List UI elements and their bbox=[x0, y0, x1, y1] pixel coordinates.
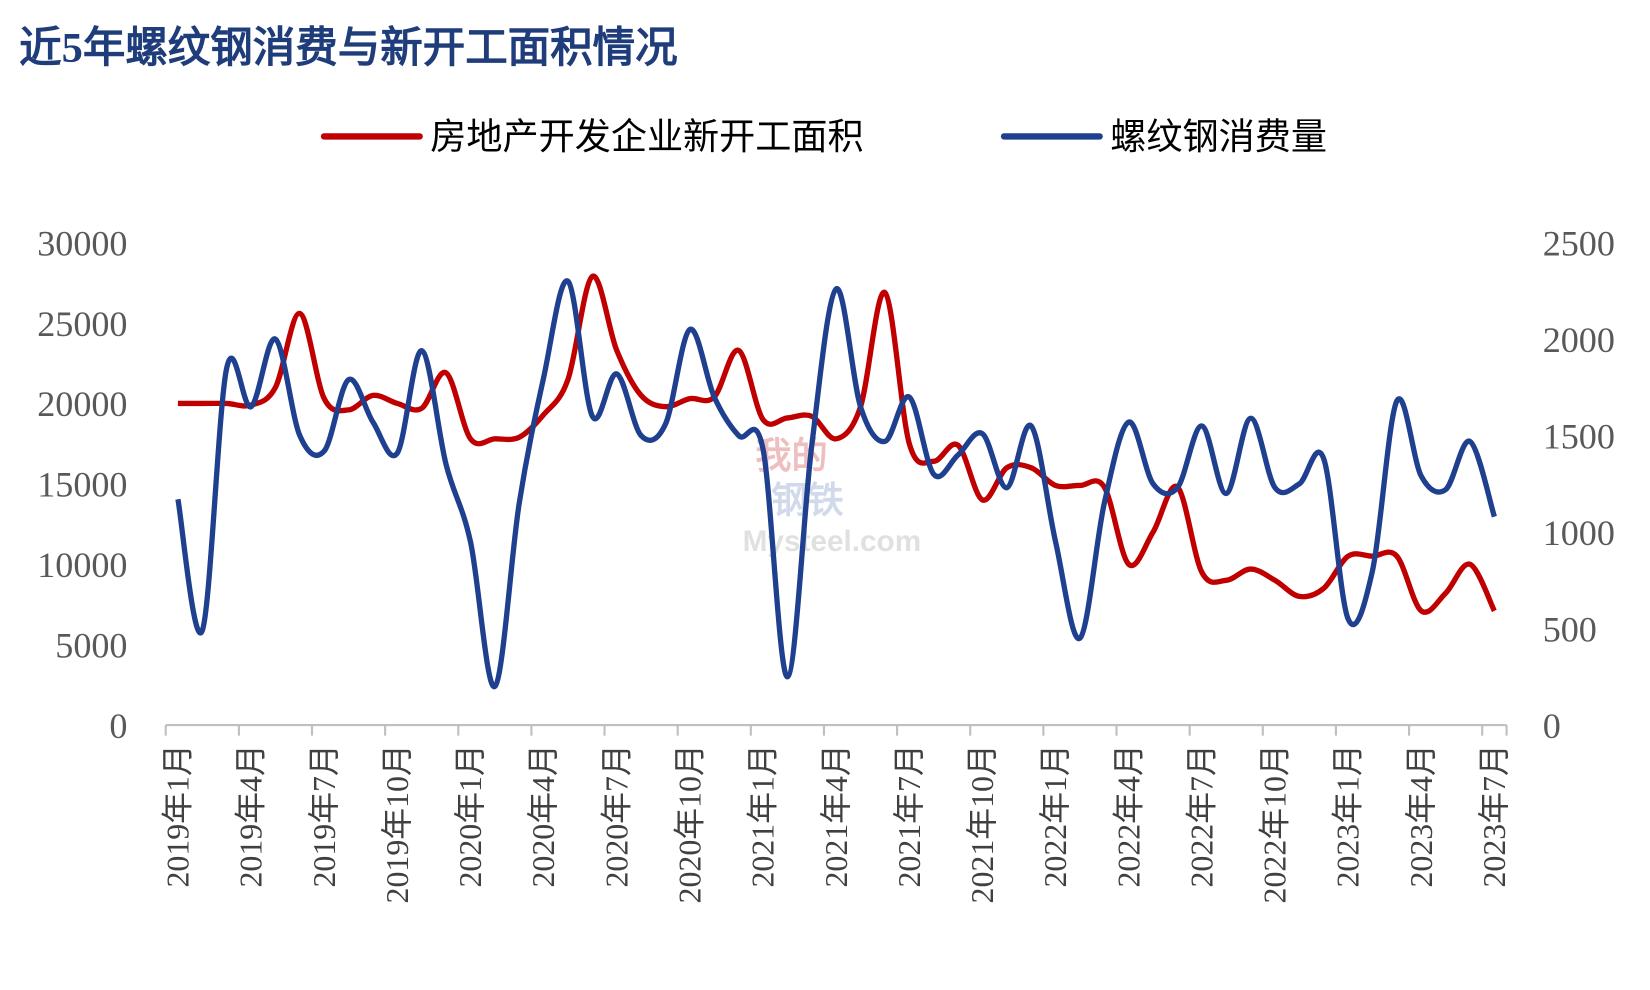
x-tick-label: 2023年4月 bbox=[1404, 744, 1439, 887]
x-tick-label: 2021年1月 bbox=[746, 744, 781, 887]
x-tick-label: 2021年4月 bbox=[819, 744, 854, 887]
series-line bbox=[177, 273, 1497, 615]
y2-tick-label: 1000 bbox=[1543, 513, 1615, 553]
x-tick-label: 2023年7月 bbox=[1477, 744, 1512, 887]
x-tick-label: 2022年4月 bbox=[1111, 744, 1146, 887]
x-tick-label: 2020年1月 bbox=[453, 744, 488, 887]
x-tick-label: 2020年7月 bbox=[599, 744, 634, 887]
x-tick-label: 2021年10月 bbox=[965, 744, 1000, 903]
x-tick-label: 2020年10月 bbox=[673, 744, 708, 903]
legend-label: 房地产开发企业新开工面积 bbox=[430, 117, 863, 157]
y2-tick-label: 1500 bbox=[1543, 416, 1615, 456]
x-tick-label: 2019年7月 bbox=[307, 744, 342, 887]
y2-tick-label: 2500 bbox=[1543, 223, 1615, 263]
series-line bbox=[175, 278, 1497, 690]
y-tick-label: 5000 bbox=[55, 625, 127, 665]
x-tick-label: 2023年1月 bbox=[1331, 744, 1366, 887]
x-tick-label: 2022年7月 bbox=[1184, 744, 1219, 887]
y2-tick-label: 2000 bbox=[1543, 320, 1615, 360]
y-tick-label: 25000 bbox=[37, 304, 127, 344]
y-tick-label: 15000 bbox=[37, 465, 127, 505]
x-tick-label: 2022年10月 bbox=[1258, 744, 1293, 903]
x-tick-label: 2021年7月 bbox=[892, 744, 927, 887]
x-tick-label: 2019年1月 bbox=[161, 744, 196, 887]
legend-label: 螺纹钢消费量 bbox=[1110, 117, 1327, 157]
x-tick-label: 2019年4月 bbox=[234, 744, 269, 887]
x-tick-label: 2019年10月 bbox=[380, 744, 415, 903]
y2-tick-label: 500 bbox=[1543, 609, 1597, 649]
y-tick-label: 20000 bbox=[37, 384, 127, 424]
y2-tick-label: 0 bbox=[1543, 706, 1561, 746]
x-tick-label: 2022年1月 bbox=[1038, 744, 1073, 887]
chart-title: 近5年螺纹钢消费与新开工面积情况 bbox=[19, 25, 678, 72]
y-tick-label: 0 bbox=[109, 706, 127, 746]
y-tick-label: 10000 bbox=[37, 545, 127, 585]
y-tick-label: 30000 bbox=[37, 223, 127, 263]
x-tick-label: 2020年4月 bbox=[526, 744, 561, 887]
